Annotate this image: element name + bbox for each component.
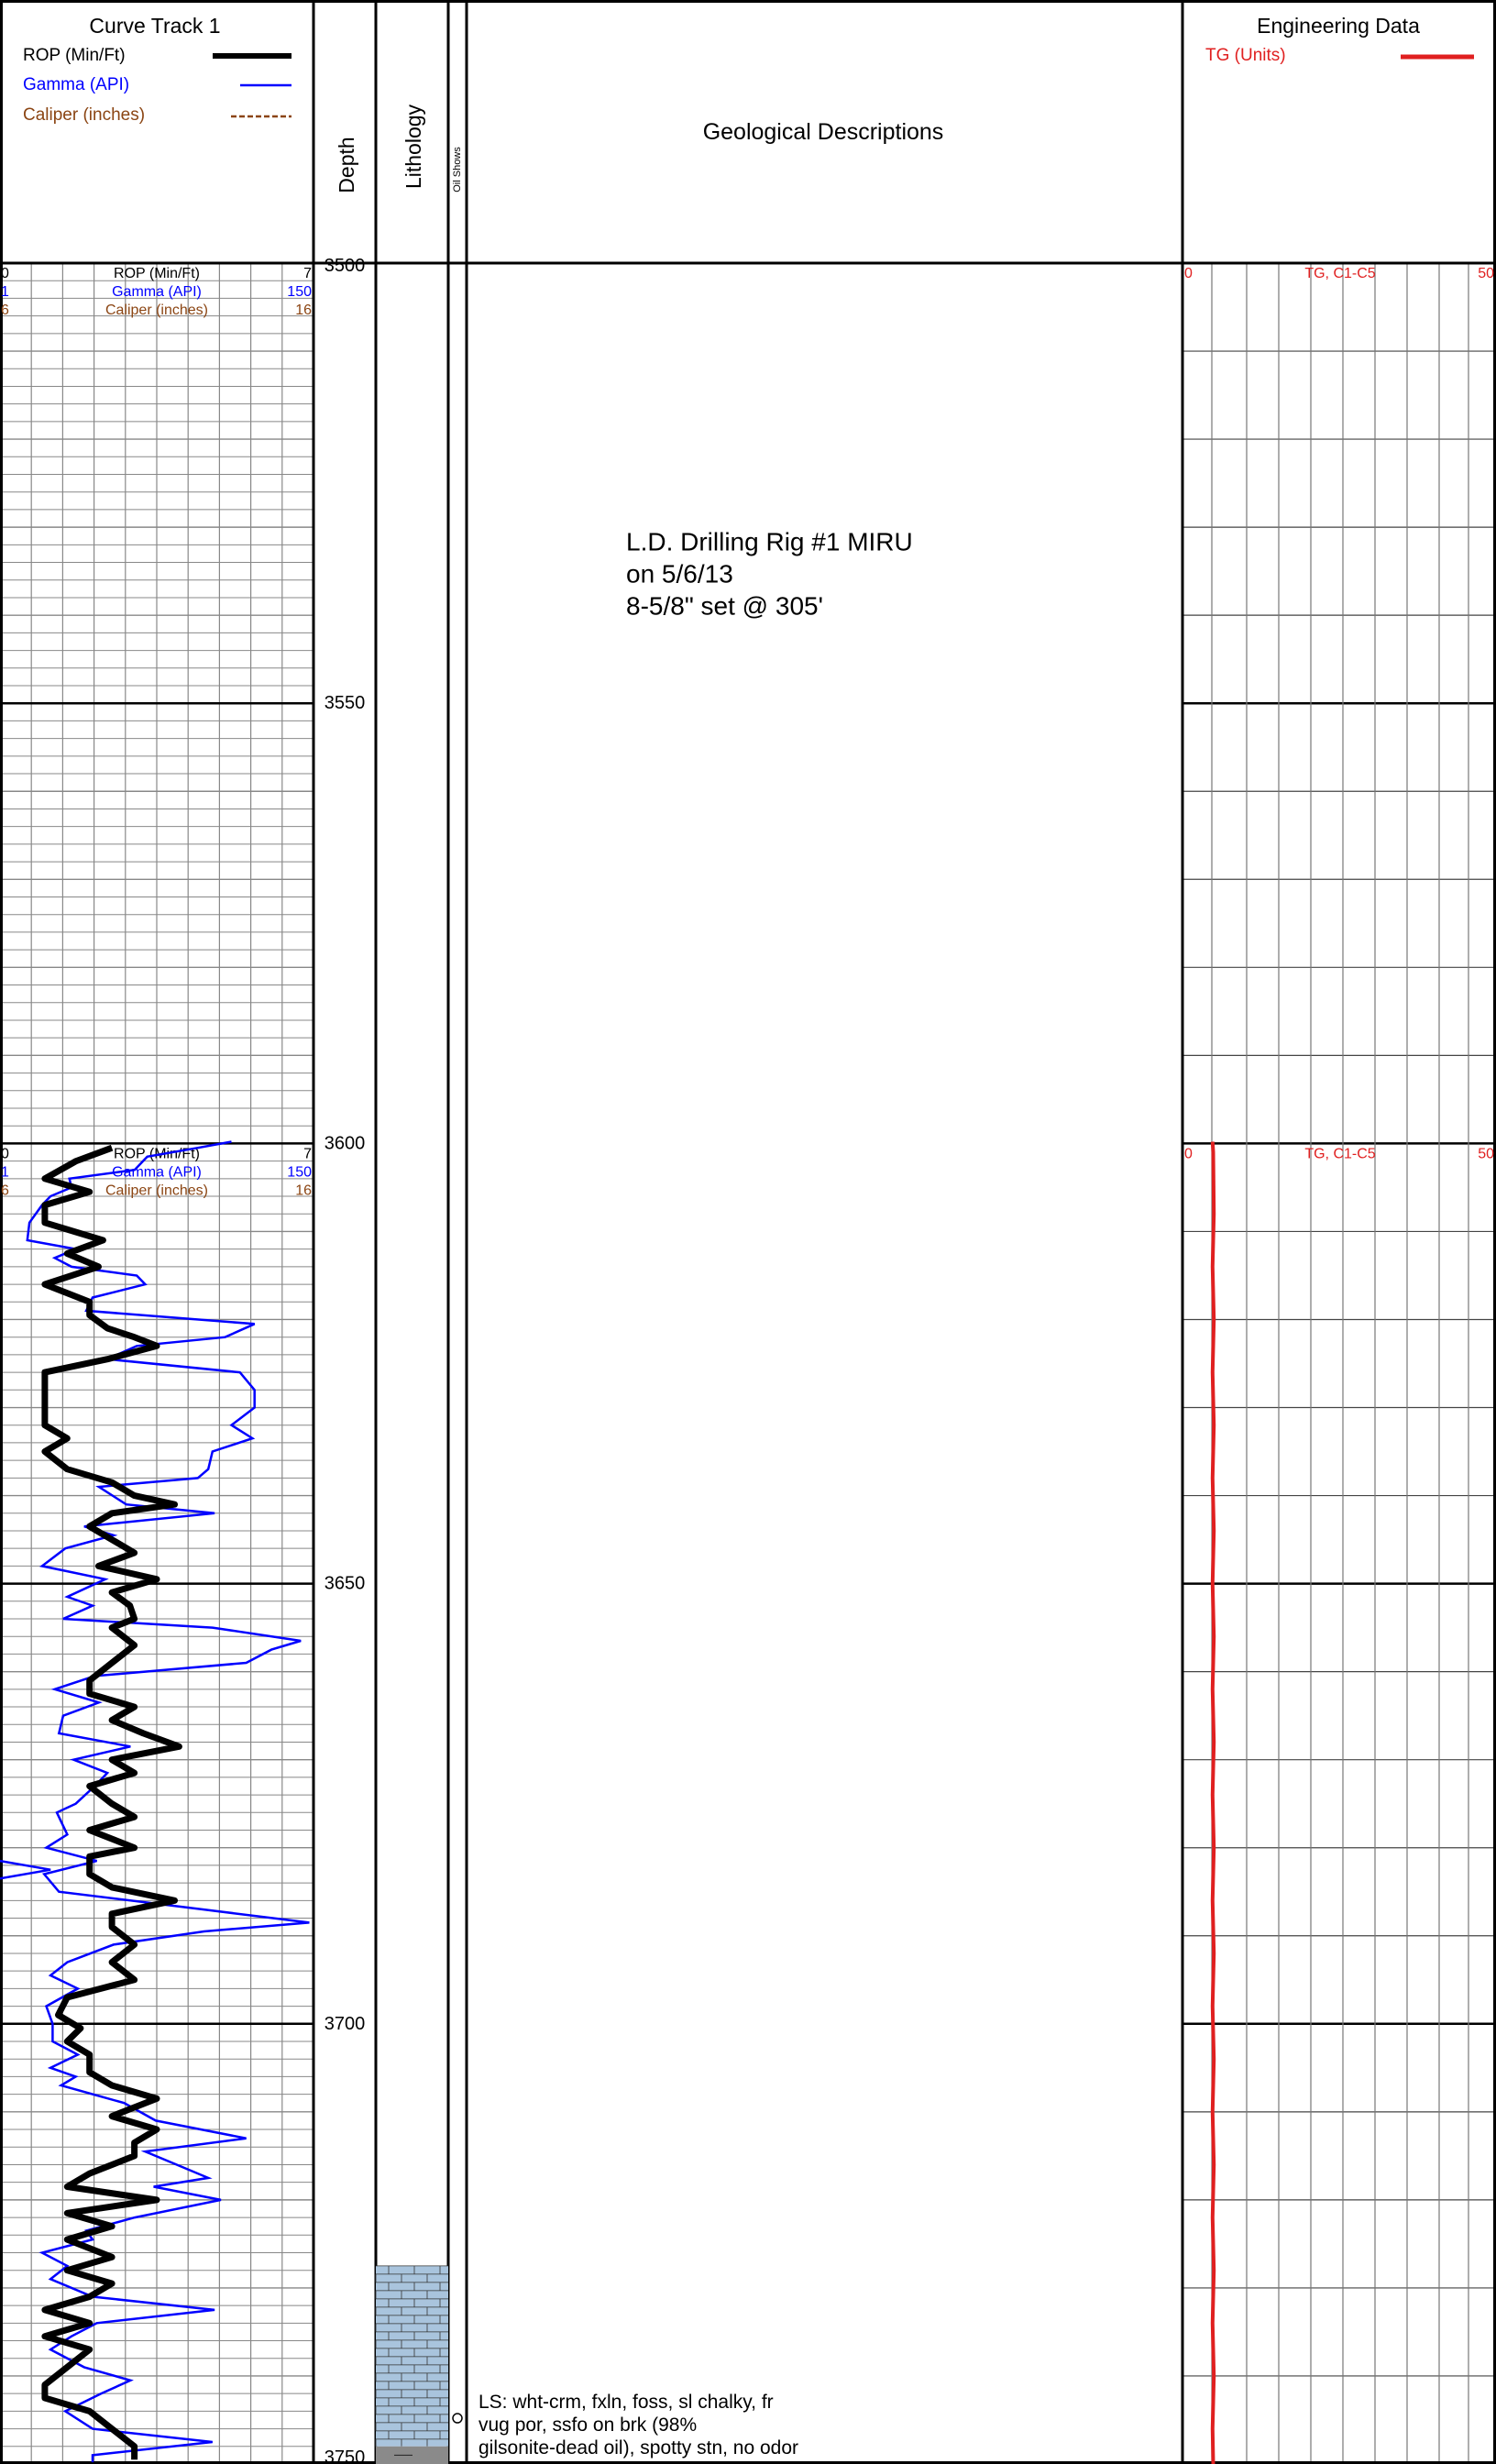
scale-tg-min: 0: [1184, 266, 1193, 281]
legend-tg: TG (Units): [1205, 46, 1474, 65]
annotations: L.D. Drilling Rig #1 MIRU on 5/6/13 8-5/8"…: [452, 528, 913, 2458]
tg-curve: [1210, 1141, 1216, 2464]
scale-caliper-max: 16: [295, 302, 312, 318]
depth-label: 3500: [324, 256, 366, 276]
scale-tg-max: 50: [1478, 266, 1494, 281]
annotation-lithology-description-line: LS: wht-crm, fxln, foss, sl chalky, fr: [478, 2392, 774, 2413]
scale-gamma-max: 150: [287, 1164, 312, 1180]
depth-label: 3650: [324, 1574, 366, 1594]
scale-rop-max: 7: [303, 266, 312, 281]
oil-show-marker: [452, 2413, 463, 2424]
legend-rop: ROP (Min/Ft): [23, 46, 292, 65]
depth-label: 3700: [324, 2014, 366, 2034]
geological-descriptions-header: Geological Descriptions: [703, 119, 944, 145]
depth-label: 3750: [324, 2448, 366, 2464]
scale-rop-min: 0: [1, 1146, 9, 1161]
scale-caliper-label: Caliper (inches): [105, 302, 208, 318]
rop-curve: [41, 1144, 182, 2460]
depth-column-header: Depth: [335, 137, 358, 192]
scale-tg-label: TG, C1-C5: [1304, 266, 1375, 281]
scale-rop-min: 0: [1, 266, 9, 281]
gamma-curve: [26, 1140, 310, 2463]
grid-layer: [0, 261, 1496, 2464]
scale-gamma-label: Gamma (API): [112, 284, 202, 300]
legend-caliper-label: Caliper (inches): [23, 105, 145, 125]
scale-caliper-max: 16: [295, 1182, 312, 1198]
lithology-column-header: Lithology: [402, 104, 425, 189]
scale-tg-max: 50: [1478, 1146, 1494, 1161]
depth-labels: 3500 3550 3600 3650 3700 3750: [324, 256, 366, 2464]
scale-tg-label: TG, C1-C5: [1304, 1146, 1375, 1161]
annotation-rig-note-line: 8-5/8" set @ 305': [626, 592, 823, 621]
legend-tg-label: TG (Units): [1205, 46, 1286, 65]
scale-caliper-min: 6: [1, 1182, 9, 1198]
annotation-lithology-description-line: vug por, ssfo on brk (98%: [478, 2414, 697, 2436]
scale-gamma-min: 1: [1, 1164, 9, 1180]
scale-gamma-max: 150: [287, 284, 312, 300]
scale-gamma-label: Gamma (API): [112, 1164, 202, 1180]
annotation-rig-note-line: L.D. Drilling Rig #1 MIRU: [626, 528, 913, 556]
oil-shows-column-header: Oil Shows: [452, 147, 463, 192]
depth-label: 3600: [324, 1133, 366, 1153]
scale-tg-min: 0: [1184, 1146, 1193, 1161]
legend-gamma: Gamma (API): [23, 75, 292, 94]
engineering-data-title: Engineering Data: [1257, 14, 1420, 38]
annotation-lithology-description-line: gilsonite-dead oil), spotty stn, no odor: [478, 2437, 798, 2458]
curves: [0, 1140, 1216, 2464]
lithology-limestone: [376, 2265, 448, 2447]
legend-rop-label: ROP (Min/Ft): [23, 46, 126, 65]
lithology-track: [375, 2265, 448, 2464]
log-header: Curve Track 1 ROP (Min/Ft) Gamma (API) C…: [23, 14, 1474, 193]
scale-caliper-min: 6: [1, 302, 9, 318]
scale-gamma-min: 1: [1, 284, 9, 300]
depth-label: 3550: [324, 693, 366, 713]
scale-rop-max: 7: [303, 1146, 312, 1161]
scale-caliper-label: Caliper (inches): [105, 1182, 208, 1198]
scale-rop-label: ROP (Min/Ft): [114, 266, 200, 281]
annotation-rig-note-line: on 5/6/13: [626, 560, 733, 588]
legend-gamma-label: Gamma (API): [23, 75, 129, 94]
legend-caliper: Caliper (inches): [23, 105, 292, 125]
gamma-curve-spike: [0, 1859, 51, 1880]
curve-track-title: Curve Track 1: [89, 14, 220, 38]
